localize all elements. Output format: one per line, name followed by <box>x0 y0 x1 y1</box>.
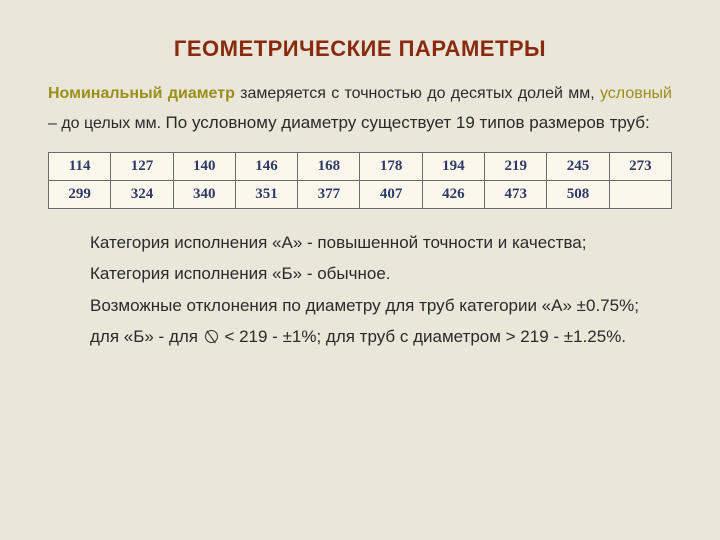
table-cell <box>609 181 671 209</box>
table-cell: 146 <box>235 153 297 181</box>
table-cell: 245 <box>547 153 609 181</box>
table-cell: 426 <box>422 181 484 209</box>
tol-b-before: для «Б» - для <box>90 327 203 346</box>
page-title: ГЕОМЕТРИЧЕСКИЕ ПАРАМЕТРЫ <box>48 36 672 62</box>
paragraph-cat-b: Категория исполнения «Б» - обычное. <box>48 258 672 289</box>
table-cell: 168 <box>298 153 360 181</box>
term-nominal-diameter: Номинальный диаметр <box>48 85 235 102</box>
diameter-symbol-icon <box>205 330 218 343</box>
table-cell: 140 <box>173 153 235 181</box>
table-cell: 340 <box>173 181 235 209</box>
table-cell: 127 <box>111 153 173 181</box>
term-conditional: условный <box>600 85 672 102</box>
table-cell: 351 <box>235 181 297 209</box>
body-text: Категория исполнения «А» - повышенной то… <box>48 227 672 353</box>
paragraph-tol-b: для «Б» - для < 219 - ±1%; для труб с ди… <box>48 321 672 352</box>
table-cell: 219 <box>485 153 547 181</box>
table-row: 114127140146168178194219245273 <box>49 153 672 181</box>
lead-text-2: – до целых мм. <box>48 115 166 132</box>
table-row: 299324340351377407426473508 <box>49 181 672 209</box>
lead-paragraph: Номинальный диаметр замеряется с точност… <box>48 80 672 138</box>
table-cell: 324 <box>111 181 173 209</box>
table-cell: 508 <box>547 181 609 209</box>
paragraph-tol-a: Возможные отклонения по диаметру для тру… <box>48 290 672 321</box>
lead-text-3: По условному диаметру существует 19 типо… <box>166 113 650 132</box>
tol-b-after: < 219 - ±1%; для труб с диаметром > 219 … <box>220 327 626 346</box>
lead-text-1: замеряется с точностью до десятых долей … <box>235 85 600 102</box>
table-cell: 178 <box>360 153 422 181</box>
paragraph-cat-a: Категория исполнения «А» - повышенной то… <box>48 227 672 258</box>
table-cell: 114 <box>49 153 111 181</box>
table-cell: 299 <box>49 181 111 209</box>
diameter-table: 1141271401461681781942192452732993243403… <box>48 152 672 209</box>
table-cell: 273 <box>609 153 671 181</box>
table-cell: 407 <box>360 181 422 209</box>
table-cell: 194 <box>422 153 484 181</box>
table-cell: 377 <box>298 181 360 209</box>
table-cell: 473 <box>485 181 547 209</box>
